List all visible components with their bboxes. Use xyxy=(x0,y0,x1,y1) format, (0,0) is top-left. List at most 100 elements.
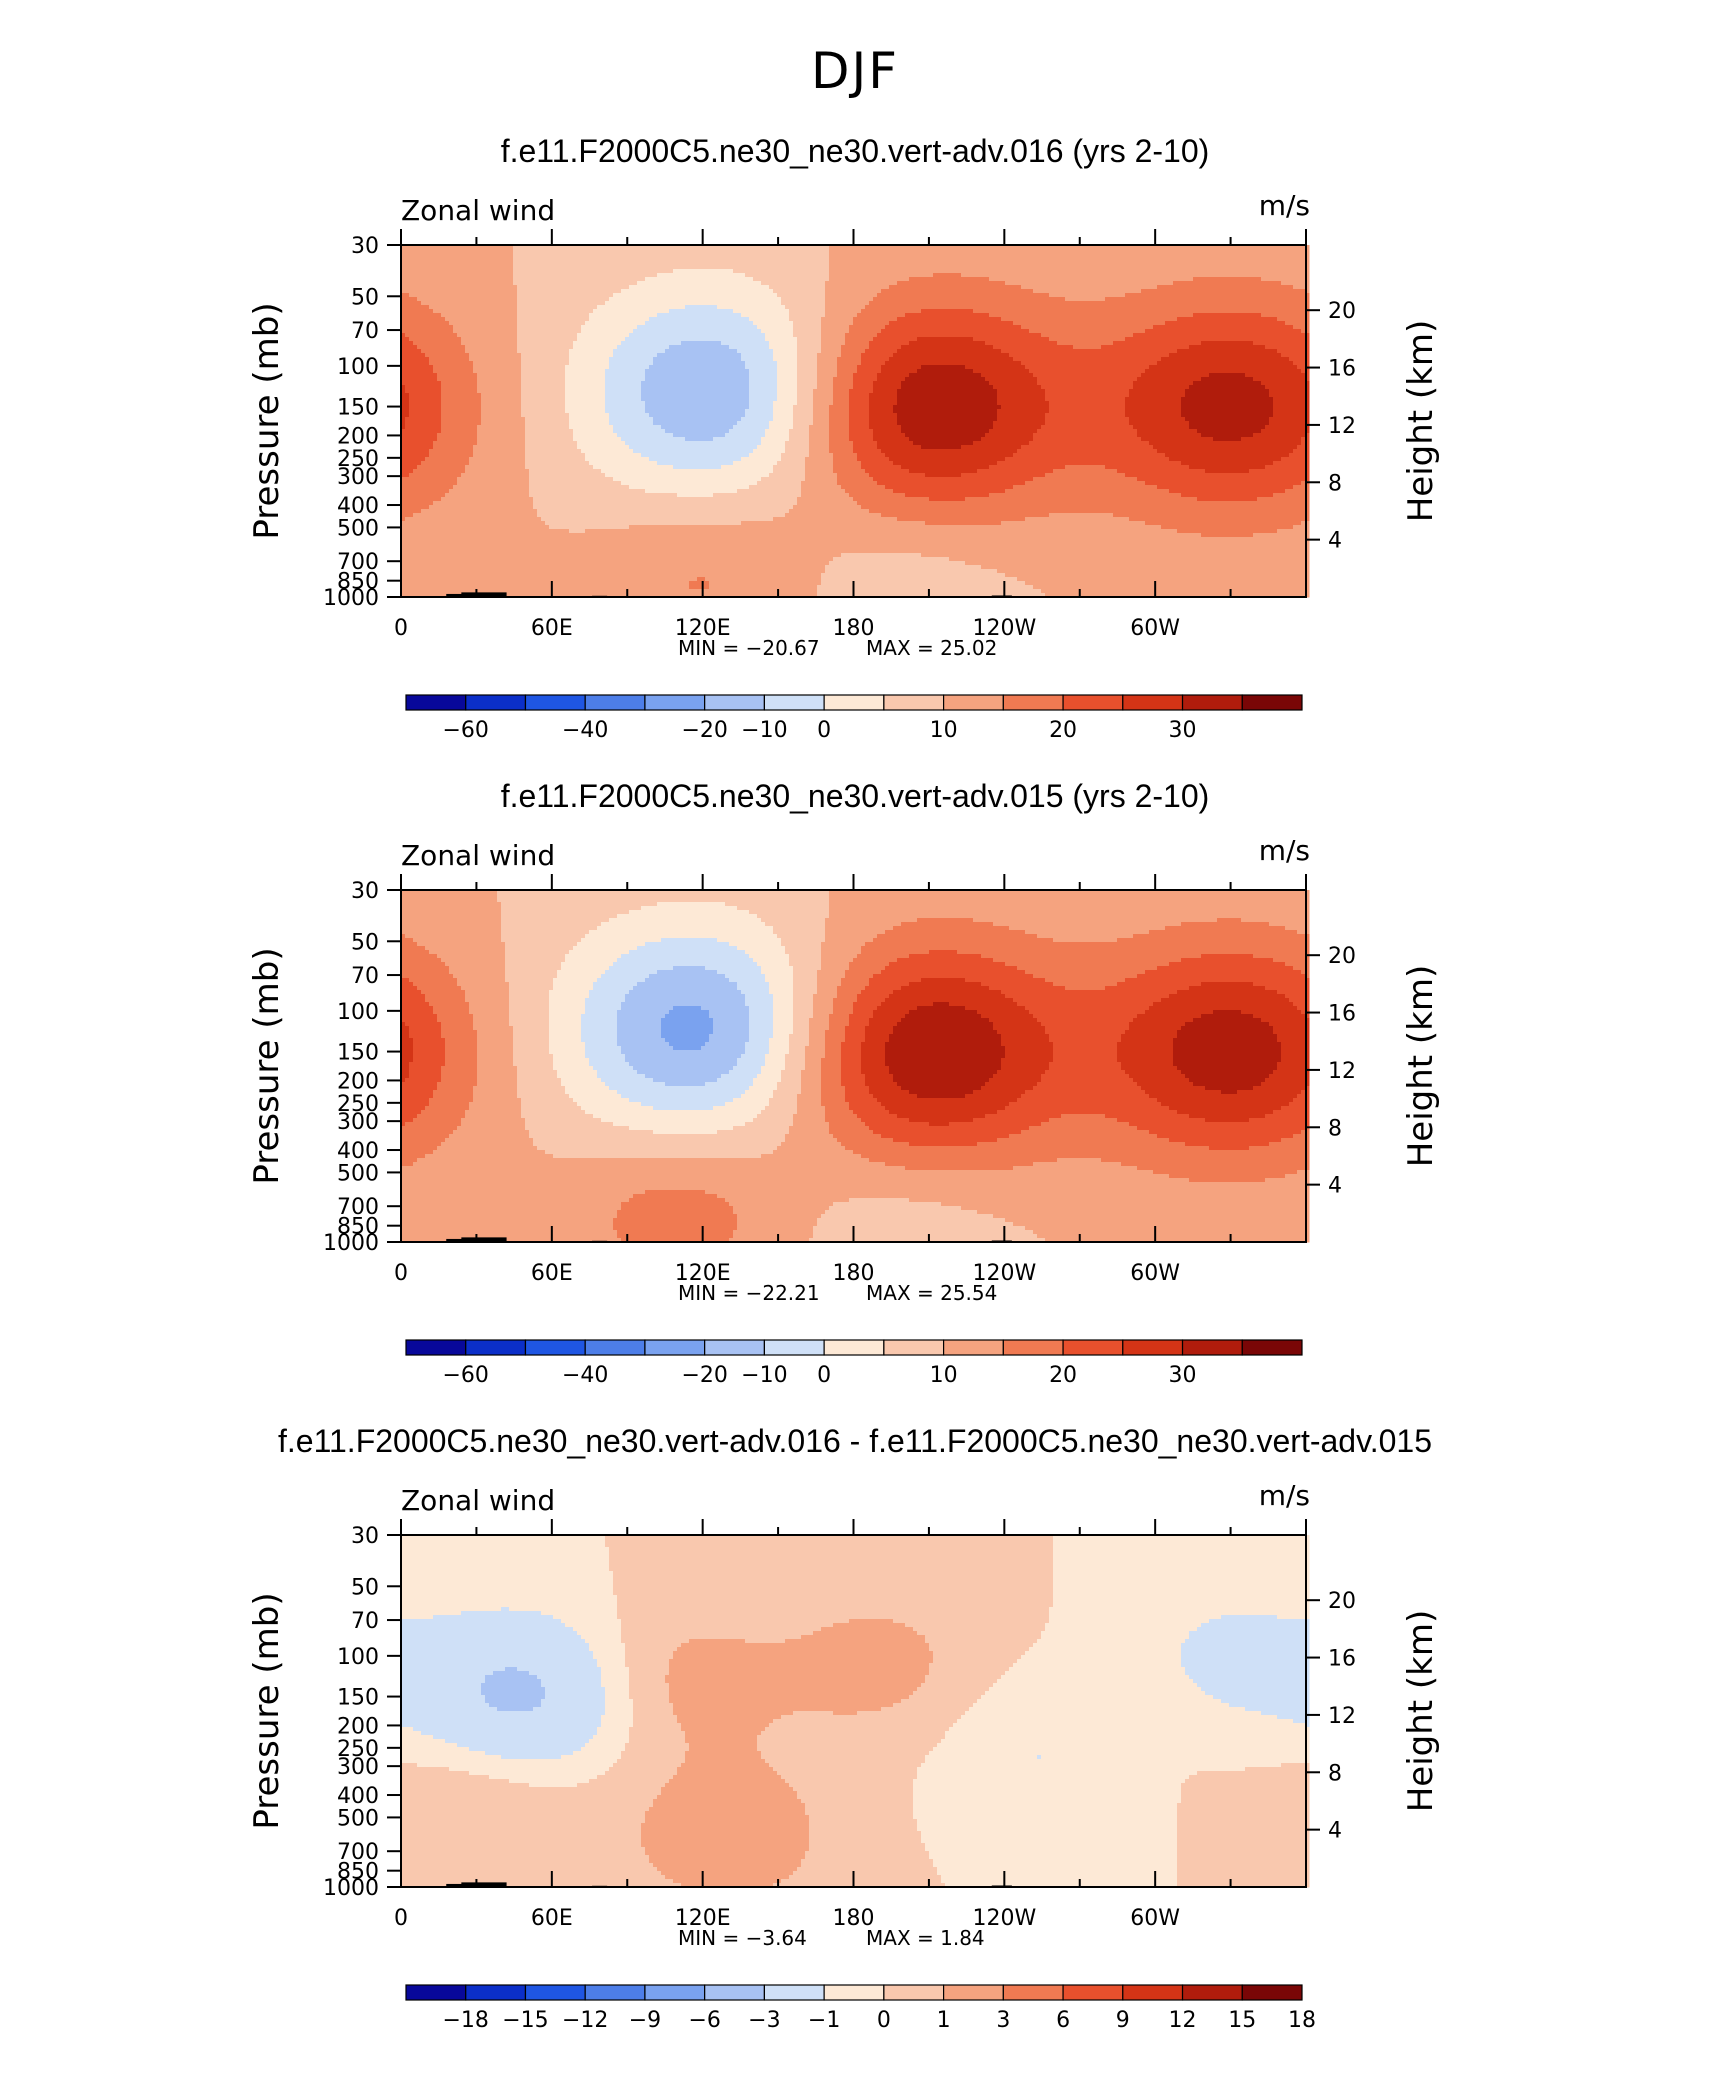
field-cell xyxy=(761,321,766,326)
field-cell xyxy=(1001,293,1006,298)
field-cell xyxy=(1241,313,1246,318)
field-cell xyxy=(1053,317,1058,322)
field-cell xyxy=(1257,305,1262,310)
field-cell xyxy=(757,261,762,266)
field-cell xyxy=(1269,297,1274,302)
field-cell xyxy=(501,285,506,290)
field-cell xyxy=(1089,261,1094,266)
field-cell xyxy=(977,309,982,314)
field-cell xyxy=(557,313,562,318)
field-cell xyxy=(661,265,666,270)
field-cell xyxy=(593,281,598,286)
field-cell xyxy=(593,261,598,266)
field-cell xyxy=(1233,281,1238,286)
field-cell xyxy=(517,293,522,298)
field-cell xyxy=(445,313,450,318)
field-cell xyxy=(613,321,618,326)
field-cell xyxy=(897,269,902,274)
field-cell xyxy=(1057,321,1062,326)
field-cell xyxy=(1293,321,1298,326)
field-cell xyxy=(541,297,546,302)
field-cell xyxy=(841,305,846,310)
field-cell xyxy=(665,257,670,262)
field-cell xyxy=(677,289,682,294)
field-cell xyxy=(921,257,926,262)
field-cell xyxy=(449,269,454,274)
field-cell xyxy=(1037,249,1042,254)
field-cell xyxy=(509,281,514,286)
field-cell xyxy=(1161,281,1166,286)
field-cell xyxy=(1285,317,1290,322)
field-cell xyxy=(473,261,478,266)
field-cell xyxy=(1057,305,1062,310)
field-cell xyxy=(953,281,958,286)
field-cell xyxy=(981,253,986,258)
field-cell xyxy=(613,285,618,290)
field-cell xyxy=(589,269,594,274)
field-cell xyxy=(509,301,514,306)
field-cell xyxy=(749,289,754,294)
field-cell xyxy=(677,317,682,322)
field-cell xyxy=(673,289,678,294)
field-cell xyxy=(845,305,850,310)
field-cell xyxy=(1253,273,1258,278)
field-cell xyxy=(913,309,918,314)
field-cell xyxy=(1193,325,1198,330)
field-cell xyxy=(1013,281,1018,286)
field-cell xyxy=(793,257,798,262)
field-cell xyxy=(1013,297,1018,302)
field-cell xyxy=(545,301,550,306)
field-cell xyxy=(557,269,562,274)
field-cell xyxy=(1077,273,1082,278)
field-cell xyxy=(1177,281,1182,286)
field-cell xyxy=(713,313,718,318)
field-cell xyxy=(1081,261,1086,266)
field-cell xyxy=(549,273,554,278)
field-cell xyxy=(725,301,730,306)
field-cell xyxy=(517,305,522,310)
field-cell xyxy=(913,313,918,318)
field-cell xyxy=(537,305,542,310)
field-cell xyxy=(729,313,734,318)
field-cell xyxy=(1025,281,1030,286)
field-cell xyxy=(1265,253,1270,258)
field-cell xyxy=(877,269,882,274)
field-cell xyxy=(1005,293,1010,298)
field-cell xyxy=(657,261,662,266)
field-cell xyxy=(817,313,822,318)
field-cell xyxy=(1197,317,1202,322)
field-cell xyxy=(817,321,822,326)
field-cell xyxy=(1041,261,1046,266)
field-cell xyxy=(821,265,826,270)
field-cell xyxy=(701,325,706,330)
field-cell xyxy=(845,277,850,282)
field-cell xyxy=(677,313,682,318)
field-cell xyxy=(1025,265,1030,270)
field-cell xyxy=(905,277,910,282)
field-cell xyxy=(977,305,982,310)
field-cell xyxy=(1185,281,1190,286)
field-cell xyxy=(553,321,558,326)
field-cell xyxy=(829,297,834,302)
field-cell xyxy=(637,305,642,310)
field-cell xyxy=(721,321,726,326)
field-cell xyxy=(517,321,522,326)
field-cell xyxy=(1137,281,1142,286)
field-cell xyxy=(937,321,942,326)
field-cell xyxy=(721,293,726,298)
field-cell xyxy=(429,269,434,274)
field-cell xyxy=(709,277,714,282)
field-cell xyxy=(1101,265,1106,270)
field-cell xyxy=(869,317,874,322)
field-cell xyxy=(1029,249,1034,254)
field-cell xyxy=(985,329,990,334)
field-cell xyxy=(633,305,638,310)
field-cell xyxy=(797,285,802,290)
field-cell xyxy=(565,297,570,302)
field-cell xyxy=(989,257,994,262)
field-cell xyxy=(1221,281,1226,286)
field-cell xyxy=(973,301,978,306)
field-cell xyxy=(1065,257,1070,262)
field-cell xyxy=(741,269,746,274)
field-cell xyxy=(685,289,690,294)
